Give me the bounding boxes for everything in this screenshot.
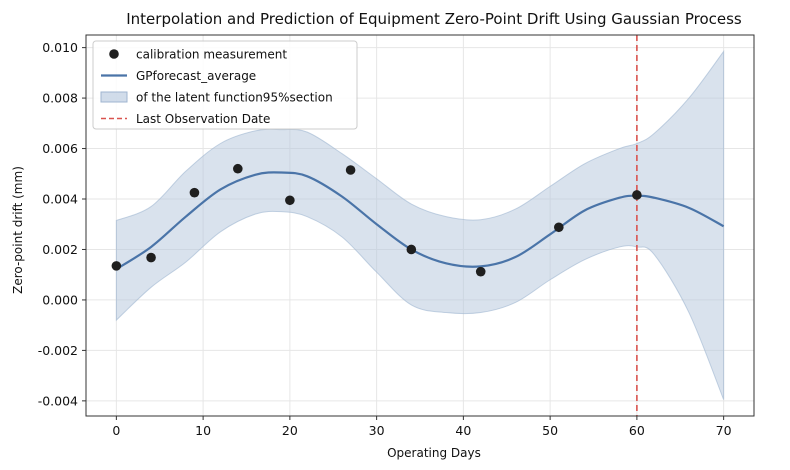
calibration-point (111, 261, 122, 271)
legend-label: GPforecast_average (136, 69, 256, 83)
y-tick-label: 0.004 (42, 192, 78, 207)
legend-label: Last Observation Date (136, 112, 270, 126)
x-axis-label: Operating Days (387, 446, 481, 460)
x-tick-label: 10 (195, 423, 211, 438)
y-tick-label: -0.004 (38, 393, 78, 408)
legend-label: of the latent function95%section (136, 91, 333, 105)
y-tick-label: 0.000 (42, 292, 78, 307)
calibration-point (233, 163, 243, 174)
x-tick-label: 30 (369, 423, 385, 438)
calibration-point (146, 252, 156, 263)
x-tick-label: 60 (629, 423, 645, 438)
x-tick-label: 0 (112, 423, 120, 438)
x-tick-label: 40 (455, 423, 471, 438)
y-tick-label: 0.008 (42, 91, 78, 106)
calibration-point (189, 187, 200, 198)
x-axis: 0 10 20 30 40 50 60 70 (112, 416, 732, 438)
plot-area (85, 34, 755, 417)
calibration-point (632, 190, 642, 200)
y-tick-label: 0.006 (42, 141, 78, 156)
legend-label: calibration measurement (136, 48, 287, 62)
confidence-band (115, 49, 725, 400)
y-tick-label: 0.002 (42, 242, 78, 257)
legend-band-icon (100, 91, 128, 103)
y-tick-label: 0.010 (42, 40, 78, 55)
legend-marker-icon (109, 49, 119, 59)
x-tick-label: 20 (282, 423, 298, 438)
calibration-point (554, 222, 564, 233)
x-tick-label: 50 (542, 423, 558, 438)
x-tick-label: 70 (716, 423, 732, 438)
calibration-point (406, 244, 417, 255)
legend-box (92, 40, 358, 130)
y-axis-label: Zero-point drift (mm) (11, 166, 25, 294)
legend: calibration measurement GPforecast_averag… (92, 40, 358, 130)
calibration-point (475, 266, 486, 277)
plot-frame (85, 34, 755, 417)
calibration-point (345, 165, 356, 175)
y-axis: -0.004 -0.002 0.000 0.002 0.004 0.006 0.008 0.0… (38, 40, 86, 408)
y-tick-label: -0.002 (38, 343, 78, 358)
chart-title: Interpolation and Prediction of Equipmen… (126, 10, 742, 28)
calibration-point (285, 195, 295, 206)
